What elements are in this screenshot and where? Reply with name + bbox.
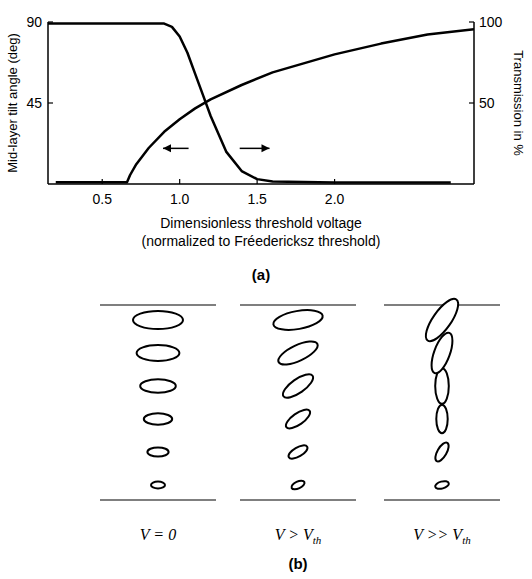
molecule [434,480,449,490]
x-axis-title: Dimensionless threshold voltage [160,215,362,231]
x-tick-label: 2.0 [325,191,345,207]
molecule [290,479,306,491]
molecule [133,311,183,329]
series-line [56,29,474,182]
cell-caption: V = 0 [140,526,176,543]
molecule [147,447,168,456]
molecule [151,482,165,489]
y-axis-title: Mid-layer tilt angle (deg) [5,33,20,172]
y2-tick-label: 50 [479,95,495,111]
arrow-head [163,144,171,152]
substrate [384,499,500,500]
panel-b: V = 0 V > Vth V >> Vth (b) [100,294,500,572]
molecule [433,441,452,464]
molecule [283,406,313,432]
director-cell: V > Vth [240,305,356,546]
x-axis-title: (normalized to Fréedericksz threshold) [142,233,381,249]
caption-subscript: th [313,534,322,546]
molecule [287,443,310,462]
molecule [144,413,172,424]
arrow-head [262,144,270,152]
x-tick-label: 1.5 [247,191,267,207]
molecule [275,337,320,369]
cell-caption: V > Vth [275,526,322,546]
x-tick [179,179,180,184]
y2-tick [469,102,474,103]
director-cell: V = 0 [100,305,216,543]
molecule [436,405,447,433]
substrate [240,304,356,305]
cell-caption: V >> Vth [413,526,471,546]
x-tick-label: 1.0 [170,191,190,207]
y2-tick [469,21,474,22]
series-line [48,24,451,183]
molecule [137,345,180,361]
substrate [100,304,216,305]
panel-a: 0.5 1.0 1.5 2.0 45 90 50 100 Mid-layer tilt angl… [5,14,525,283]
substrate [100,499,216,500]
y-tick-label: 90 [26,14,42,30]
substrate [240,499,356,500]
figure: 0.5 1.0 1.5 2.0 45 90 50 100 Mid-layer tilt angl… [0,0,532,579]
molecule [420,294,463,345]
panel-label: (b) [288,555,307,572]
y2-axis-title: Transmission in % [511,50,526,156]
caption-subscript: th [462,534,471,546]
y-tick [48,102,53,103]
molecule [140,379,176,393]
y2-tick-label: 100 [479,14,503,30]
panel-label: (a) [252,266,270,283]
x-tick-label: 0.5 [92,191,112,207]
molecule [272,307,324,333]
molecule [280,370,317,402]
director-cell: V >> Vth [384,294,500,546]
y-tick-label: 45 [26,95,42,111]
plot-data [48,24,474,183]
